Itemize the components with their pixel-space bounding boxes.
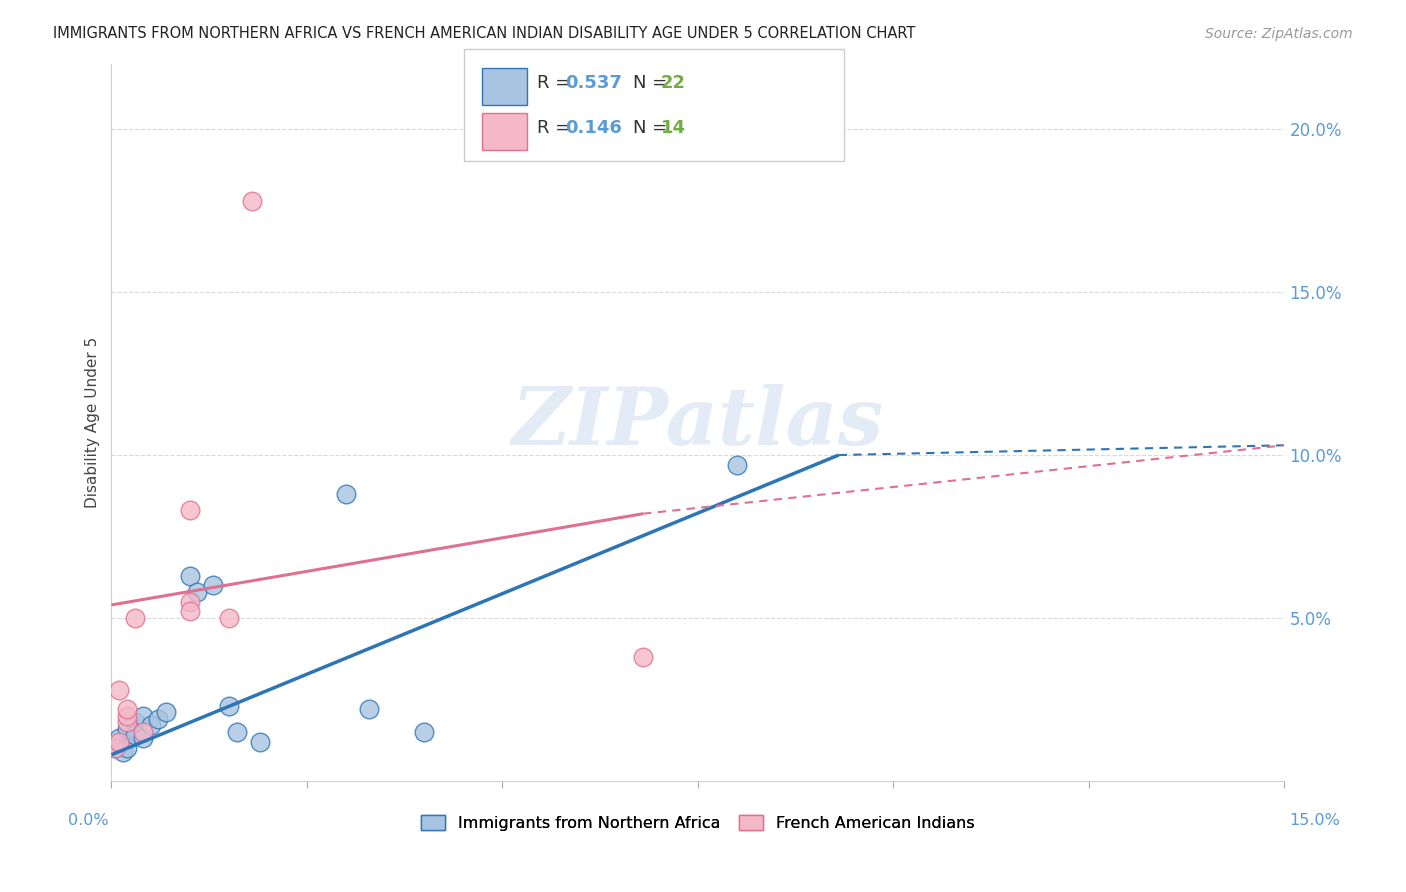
Point: [139, 718, 162, 732]
Point: [115, 741, 138, 756]
Point: [131, 708, 153, 723]
Text: 14: 14: [661, 120, 686, 137]
Point: [179, 595, 201, 609]
Text: Source: ZipAtlas.com: Source: ZipAtlas.com: [1205, 28, 1353, 41]
Text: N =: N =: [633, 120, 672, 137]
Legend: Immigrants from Northern Africa, French American Indians: Immigrants from Northern Africa, French …: [415, 808, 981, 838]
Point: [115, 715, 138, 730]
Text: ZIPatlas: ZIPatlas: [512, 384, 884, 461]
Point: [240, 194, 263, 208]
Point: [115, 722, 138, 736]
Point: [225, 725, 247, 739]
Text: R =: R =: [537, 120, 576, 137]
Point: [335, 487, 357, 501]
Point: [155, 706, 177, 720]
Text: 0.146: 0.146: [565, 120, 621, 137]
Text: 15.0%: 15.0%: [1289, 814, 1340, 828]
Point: [359, 702, 381, 716]
Point: [108, 735, 131, 749]
Point: [413, 725, 436, 739]
Point: [179, 568, 201, 582]
Point: [112, 745, 135, 759]
Point: [131, 731, 153, 746]
Point: [725, 458, 748, 472]
Point: [108, 731, 131, 746]
Point: [631, 650, 654, 665]
Text: 0.0%: 0.0%: [69, 814, 108, 828]
Y-axis label: Disability Age Under 5: Disability Age Under 5: [86, 337, 100, 508]
Point: [104, 741, 127, 756]
Point: [186, 585, 208, 599]
Point: [115, 702, 138, 716]
Point: [179, 503, 201, 517]
Point: [115, 708, 138, 723]
Point: [148, 712, 170, 726]
Text: 22: 22: [661, 74, 686, 92]
Text: 0.537: 0.537: [565, 74, 621, 92]
Point: [108, 682, 131, 697]
Point: [249, 735, 271, 749]
Point: [131, 725, 153, 739]
Text: N =: N =: [633, 74, 672, 92]
Point: [202, 578, 225, 592]
Text: IMMIGRANTS FROM NORTHERN AFRICA VS FRENCH AMERICAN INDIAN DISABILITY AGE UNDER 5: IMMIGRANTS FROM NORTHERN AFRICA VS FRENC…: [53, 27, 915, 41]
Text: R =: R =: [537, 74, 576, 92]
Point: [179, 604, 201, 618]
Point: [124, 715, 146, 730]
Point: [124, 728, 146, 742]
Point: [104, 741, 127, 756]
Point: [124, 611, 146, 625]
Point: [218, 611, 240, 625]
Point: [218, 698, 240, 713]
